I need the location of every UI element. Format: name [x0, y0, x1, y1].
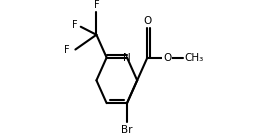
Text: CH₃: CH₃ — [185, 53, 204, 63]
Text: O: O — [163, 53, 171, 63]
Text: N: N — [123, 53, 131, 63]
Text: O: O — [143, 16, 151, 26]
Text: F: F — [94, 0, 99, 10]
Text: F: F — [72, 20, 78, 30]
Text: Br: Br — [121, 125, 133, 135]
Text: F: F — [65, 45, 70, 55]
